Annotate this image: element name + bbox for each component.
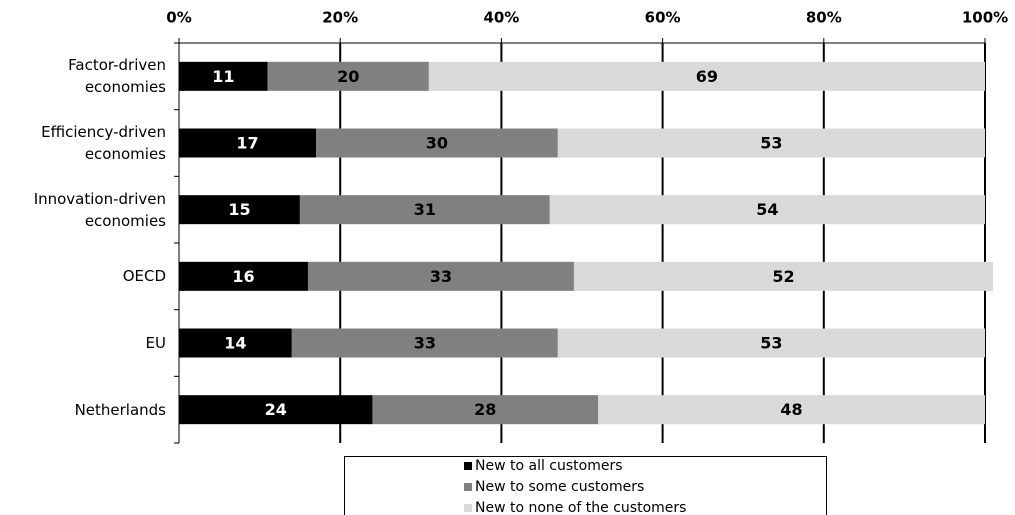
y-tick-label: Netherlands [74, 400, 166, 419]
bar-segment [179, 61, 268, 91]
y-tick-label: Factor-driven economies [68, 56, 166, 97]
legend-box [344, 456, 827, 515]
data-label: 30 [426, 134, 448, 153]
data-label: 28 [474, 400, 496, 419]
bar-segment [179, 261, 308, 291]
x-tick-label: 60% [645, 9, 681, 27]
bar-segment [557, 128, 985, 158]
data-label: 52 [772, 267, 794, 286]
data-label: 33 [430, 267, 452, 286]
legend-label: New to some customers [475, 479, 644, 495]
x-tick-label: 80% [806, 9, 842, 27]
bar-segment [179, 395, 373, 425]
bar-segment [372, 395, 599, 425]
data-label: 31 [414, 200, 436, 219]
bar-segment [179, 195, 300, 225]
data-label: 53 [760, 334, 782, 353]
x-tick-label: 20% [322, 9, 358, 27]
data-label: 69 [696, 67, 718, 86]
bar-segment [316, 128, 558, 158]
x-tick-label: 40% [483, 9, 519, 27]
bar-segment [598, 395, 985, 425]
data-label: 20 [337, 67, 359, 86]
legend-swatch [464, 462, 472, 470]
data-label: 17 [236, 134, 258, 153]
data-label: 16 [232, 267, 254, 286]
bar-segment [557, 328, 985, 358]
data-label: 53 [760, 134, 782, 153]
data-label: 15 [228, 200, 250, 219]
legend-swatch [464, 483, 472, 491]
bar-segment [179, 328, 292, 358]
bar-segment [299, 195, 550, 225]
legend-label: New to all customers [475, 458, 623, 474]
y-tick-label: EU [145, 334, 166, 352]
bar-segment [573, 261, 994, 291]
y-tick-label: Innovation-driven economies [33, 189, 166, 230]
legend-swatch [464, 504, 472, 512]
data-label: 24 [265, 400, 287, 419]
bar-segment [267, 61, 429, 91]
bar-segment [549, 195, 985, 225]
bar-segment [291, 328, 558, 358]
x-tick-label: 0% [166, 9, 191, 27]
y-tick-label: Efficiency-driven economies [41, 123, 166, 163]
data-label: 33 [414, 334, 436, 353]
data-label: 48 [780, 400, 802, 419]
y-tick-label: OECD [122, 267, 166, 286]
data-label: 11 [212, 67, 234, 86]
bar-segment [307, 261, 574, 291]
bar-segment [428, 61, 985, 91]
data-label: 14 [224, 334, 246, 353]
legend-label: New to none of the customers [475, 500, 686, 515]
data-label: 54 [756, 200, 778, 219]
x-tick-label: 100% [962, 9, 1008, 27]
bar-segment [179, 128, 317, 158]
